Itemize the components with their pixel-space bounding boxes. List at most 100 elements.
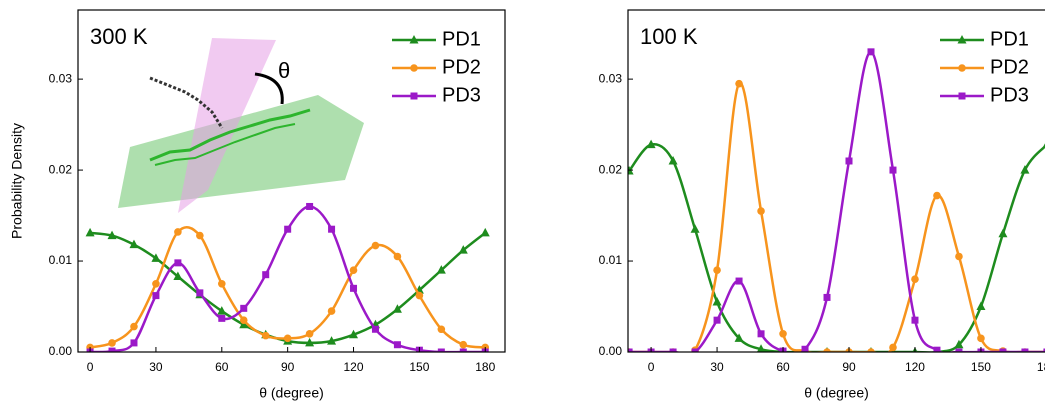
x-tick-label: 0 [648,360,655,374]
marker [371,241,380,250]
x-tick-label: 120 [905,360,925,374]
legend-label: PD3 [442,84,481,106]
marker [436,265,446,274]
marker [1042,143,1045,149]
marker [999,348,1007,352]
marker [459,348,467,352]
marker [196,289,204,297]
marker [129,239,139,249]
marker [628,348,633,352]
marker [801,345,809,352]
x-tick-label: 90 [281,360,295,374]
marker [262,271,270,279]
marker [437,348,445,352]
marker [977,334,985,343]
marker [173,271,183,281]
marker [933,191,941,200]
marker [646,139,656,149]
angle-arc [254,72,284,105]
marker [410,64,418,72]
marker [130,322,138,331]
marker [393,252,402,261]
panel-label: 300 K [90,24,148,49]
marker [713,316,721,324]
series-line [89,226,486,349]
x-tick-label: 180 [1037,360,1045,374]
marker [691,348,699,352]
series-line [628,143,1045,352]
marker [459,340,468,349]
marker [284,225,292,233]
x-tick-label: 120 [344,360,364,374]
marker [261,331,270,340]
marker [458,245,468,254]
marker [867,48,875,56]
marker [976,301,986,311]
marker [756,344,766,352]
marker [958,64,966,72]
y-tick-label: 0.02 [599,162,623,176]
x-axis-label: θ (degree) [804,385,869,401]
marker [735,277,743,285]
marker [998,228,1008,238]
angle-label: θ [278,58,290,83]
marker [415,291,424,300]
x-tick-label: 150 [409,360,429,374]
inset-illustration: θ [118,38,364,213]
marker [151,253,161,262]
y-tick-label: 0.00 [49,344,73,358]
marker [957,35,967,44]
marker [954,339,964,349]
marker [955,252,963,261]
marker [690,224,700,233]
marker [955,348,963,352]
axes-frame [77,9,506,353]
marker [823,348,831,352]
axes-frame [627,9,1045,353]
marker [218,314,226,322]
marker [239,316,248,324]
marker [108,339,116,347]
marker [867,348,875,352]
plot-area [85,202,490,352]
marker [152,292,160,300]
x-tick-label: 30 [710,360,724,374]
marker [779,330,787,338]
legend-label: PD2 [442,56,481,78]
legend-label: PD2 [990,56,1029,78]
backbone [154,123,296,166]
marker [757,207,765,215]
marker [349,266,358,274]
marker [1043,348,1045,352]
marker [217,306,227,315]
marker [911,275,919,284]
marker [130,339,138,347]
x-tick-label: 30 [149,360,163,374]
y-tick-label: 0.01 [49,253,73,267]
x-tick-label: 0 [87,360,94,374]
x-tick-label: 90 [842,360,856,374]
marker [327,336,337,345]
y-tick-label: 0.03 [49,71,73,85]
marker [306,202,314,210]
x-tick-label: 60 [776,360,790,374]
marker [85,227,95,237]
marker [1020,165,1030,174]
green-plane [118,95,364,208]
marker [305,337,315,347]
marker [668,155,678,165]
marker [350,284,358,292]
plot-area [628,48,1045,352]
marker [371,325,379,333]
marker [889,166,897,174]
marker [196,231,204,240]
marker [735,79,743,88]
marker [410,92,418,100]
marker [437,325,446,334]
marker [911,316,919,324]
marker [823,293,831,301]
pink-plane [178,38,276,213]
marker [757,330,765,338]
marker [933,346,941,352]
marker [349,329,359,339]
